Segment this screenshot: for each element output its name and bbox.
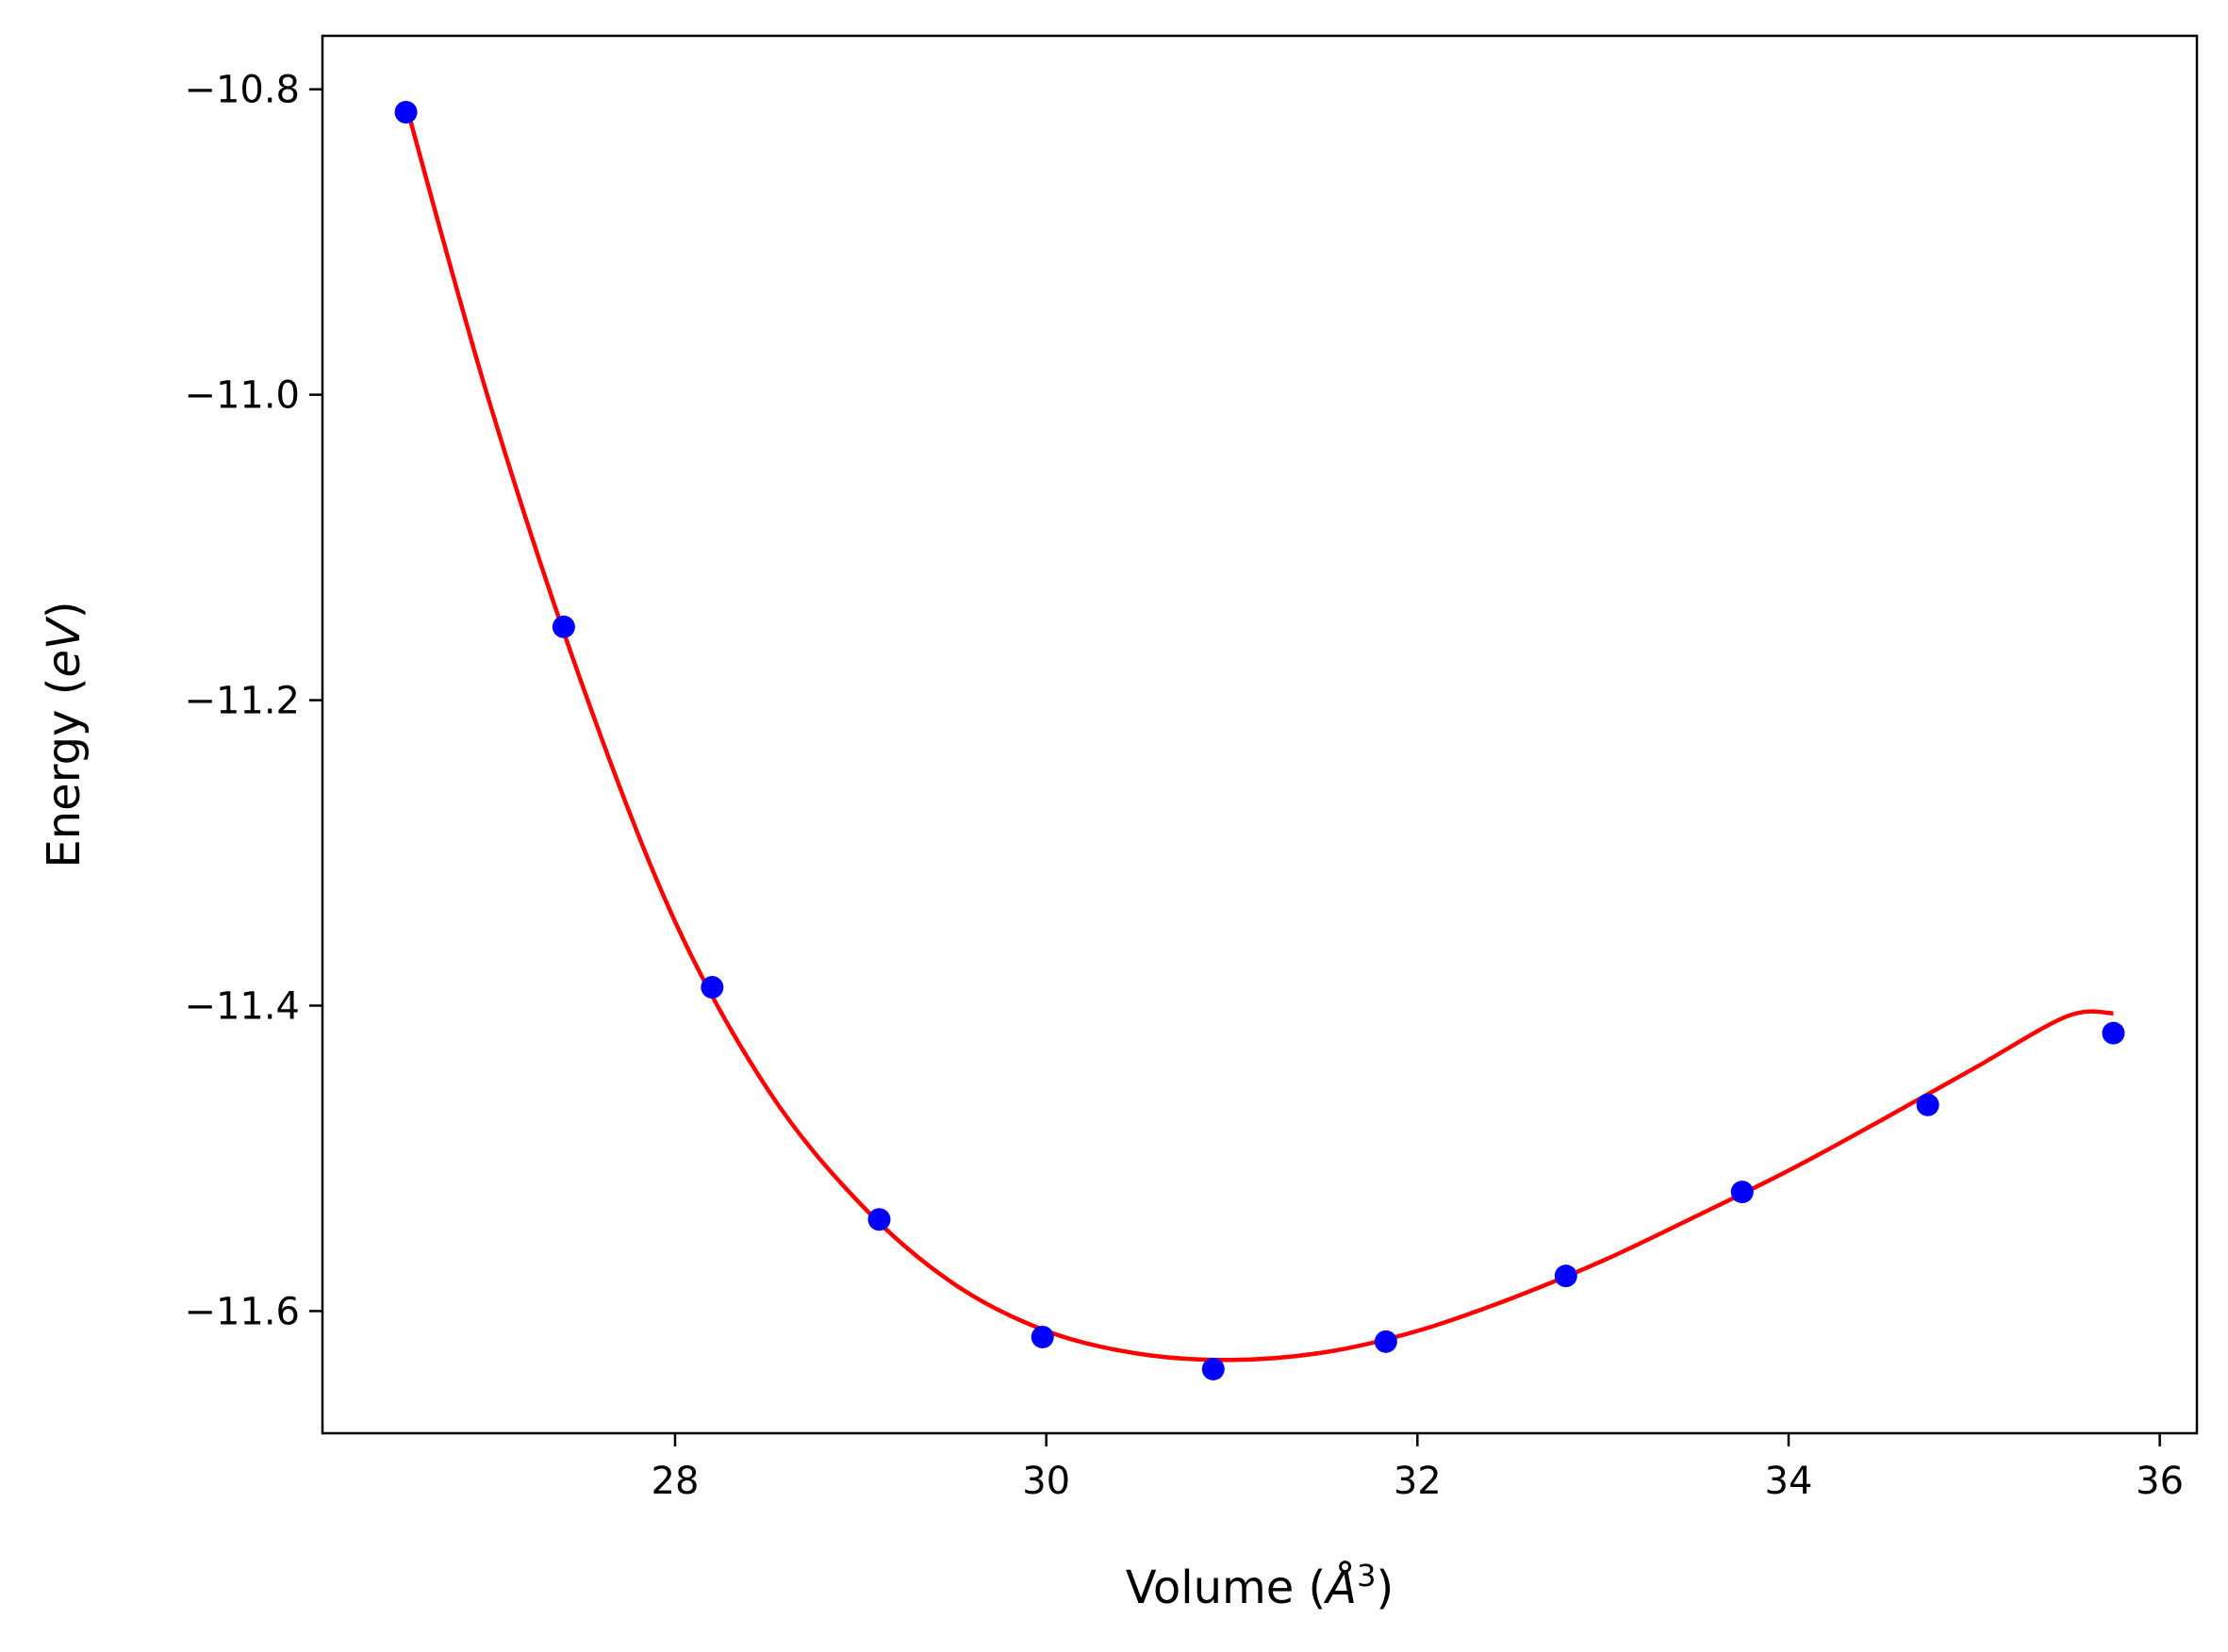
data-point — [1201, 1357, 1225, 1380]
y-tick-label: −11.2 — [184, 680, 300, 723]
y-axis-label: Energy (eV) — [38, 601, 91, 867]
data-point — [394, 100, 418, 124]
data-point — [552, 615, 575, 638]
data-point — [867, 1208, 891, 1231]
y-tick-label: −11.0 — [184, 374, 300, 418]
y-tick-label: −10.8 — [184, 69, 300, 112]
y-tick-label: −11.4 — [184, 984, 300, 1028]
data-point — [1730, 1181, 1754, 1204]
data-point — [1916, 1093, 1939, 1116]
data-point — [1554, 1264, 1577, 1288]
y-tick-label: −11.6 — [184, 1290, 300, 1333]
axis-ticks: 28 30 32 34 36 −10.8 −11.0 −11.2 −11.4 −11.6 — [184, 69, 2184, 1503]
x-tick-label: 32 — [1394, 1460, 1442, 1503]
data-point — [701, 976, 724, 999]
x-tick-label: 28 — [652, 1460, 700, 1503]
plot-frame — [321, 34, 2199, 1435]
x-tick-label: 34 — [1765, 1460, 1813, 1503]
x-axis-label: Volume (Å3) — [1126, 1558, 1394, 1614]
data-point — [1031, 1325, 1054, 1348]
fit-curve-line — [404, 104, 2114, 1363]
x-tick-label: 36 — [2136, 1460, 2184, 1503]
plot-area — [394, 100, 2125, 1380]
data-point — [2102, 1021, 2125, 1045]
data-point — [1374, 1330, 1397, 1353]
x-tick-label: 30 — [1022, 1460, 1070, 1503]
